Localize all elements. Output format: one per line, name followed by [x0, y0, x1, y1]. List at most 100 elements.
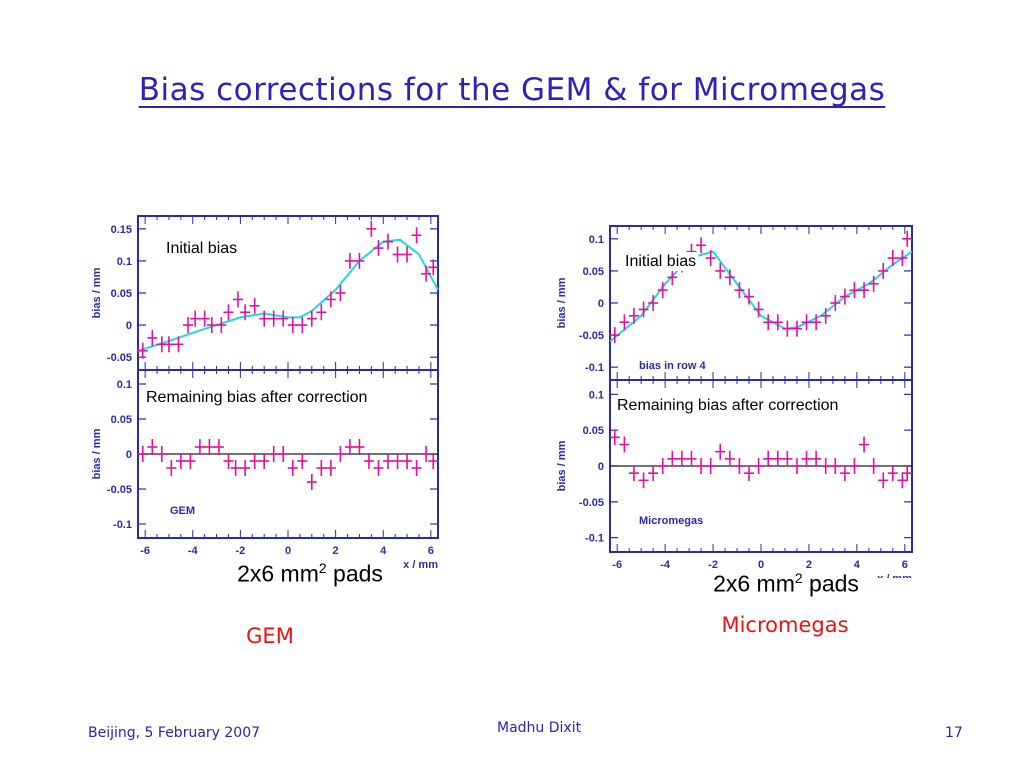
y-tick-label: -0.05 [579, 330, 604, 342]
data-point [744, 288, 755, 305]
data-point [715, 443, 726, 460]
data-point [897, 250, 908, 267]
data-point [868, 275, 879, 292]
fit-curve [137, 238, 439, 352]
y-tick-label: -0.05 [107, 484, 132, 496]
data-point [897, 472, 908, 489]
data-point [223, 453, 234, 469]
y-tick-label: 0 [598, 461, 604, 473]
y-axis-label: bias / mm [91, 428, 103, 479]
gem-top-plot: -0.05 0 0.05 0.1 0.15 bias / mm Initial bias [91, 215, 439, 371]
data-point [363, 453, 374, 469]
x-tick-label: 0 [285, 545, 291, 557]
data-point [249, 453, 260, 469]
data-point [306, 310, 317, 327]
footer-left: Beijing, 5 February 2007 [88, 725, 261, 741]
data-point [657, 458, 668, 474]
data-point [411, 460, 422, 476]
data-point [223, 304, 234, 321]
y-tick-label: -0.1 [585, 362, 604, 374]
data-point [147, 439, 158, 455]
data-point [619, 314, 630, 331]
data-point [820, 458, 831, 474]
y-axis-label: bias / mm [556, 440, 568, 491]
data-point [392, 246, 403, 263]
data-point [724, 450, 735, 467]
data-point [316, 460, 327, 476]
slide-title: Bias corrections for the GEM & for Micro… [138, 72, 886, 108]
y-tick-label: -0.05 [579, 497, 604, 509]
data-point [609, 429, 620, 446]
x-axis-label: x / mm [877, 573, 912, 578]
data-point [175, 453, 186, 469]
gem-bottom-plot: -0.1 -0.05 0 0.05 0.1 -6 -4 -2 0 2 4 6 x / mm bias / … [91, 369, 439, 568]
data-point [240, 304, 251, 321]
panel-title-bg [164, 239, 240, 258]
data-point [648, 465, 659, 482]
data-point [249, 297, 260, 314]
y-tick-label: 0.05 [111, 288, 132, 300]
data-point [190, 310, 201, 327]
y-tick-label: 0.05 [111, 414, 132, 426]
panel-title-bg [623, 252, 699, 271]
data-point [801, 314, 812, 331]
x-tick-label: 2 [333, 545, 339, 557]
data-point [297, 317, 308, 334]
data-point [373, 240, 384, 257]
data-point [316, 304, 327, 321]
data-point [763, 450, 774, 467]
data-point [811, 314, 822, 331]
data-point [657, 282, 668, 299]
y-axis-label: bias / mm [556, 277, 568, 328]
data-point [206, 317, 217, 334]
x-tick-label: -6 [140, 545, 150, 557]
y-tick-label: 0.05 [583, 266, 604, 278]
data-point [705, 250, 716, 267]
x-axis-label: x / mm [403, 559, 438, 568]
x-tick-label: -2 [235, 545, 245, 557]
data-point [402, 246, 413, 263]
data-point [230, 460, 241, 476]
data-point [715, 262, 726, 279]
micromegas-bottom-plot: -0.1 -0.05 0 0.05 0.1 -6 -4 -2 0 2 4 6 x / mm bias / … [556, 379, 913, 578]
data-point [137, 446, 148, 462]
panel-title: Remaining bias after correction [617, 397, 838, 414]
micromegas-figure: -0.1 -0.05 0 0.05 0.1 bias / mm Initial bias bi… [556, 225, 913, 578]
x-tick-label: 0 [758, 559, 764, 571]
plot-annotation: bias in row 4 [639, 360, 707, 372]
y-tick-label: 0 [126, 320, 132, 332]
data-point [325, 460, 336, 476]
y-tick-label: 0 [126, 449, 132, 461]
data-point [233, 291, 243, 308]
data-point [335, 285, 346, 301]
data-point [278, 446, 289, 462]
data-point [753, 301, 764, 318]
x-tick-label: -4 [188, 545, 199, 557]
data-point [344, 252, 355, 269]
y-axis-label: bias / mm [91, 267, 103, 318]
data-point [166, 460, 177, 476]
y-tick-label: 0 [598, 298, 604, 310]
data-point [902, 230, 913, 247]
footer-center: Madhu Dixit [497, 720, 582, 736]
micromegas-top-plot: -0.1 -0.05 0 0.05 0.1 bias / mm Initial bias bi… [556, 225, 913, 381]
data-point [696, 237, 707, 254]
data-point [839, 288, 850, 305]
y-tick-label: 0.1 [117, 256, 132, 268]
data-point [373, 460, 384, 476]
data-point [820, 307, 831, 324]
micromegas-label: Micromegas [721, 613, 849, 637]
data-point [216, 317, 227, 334]
y-tick-label: 0.1 [117, 379, 132, 391]
panel-title: Remaining bias after correction [146, 389, 367, 406]
y-tick-label: 0.15 [111, 224, 132, 236]
data-point [383, 233, 393, 250]
data-point [868, 458, 879, 474]
data-point [705, 458, 716, 474]
data-point [839, 465, 850, 482]
data-point [259, 453, 270, 469]
data-point [696, 458, 707, 474]
data-point [830, 458, 841, 474]
x-tick-label: 6 [428, 545, 434, 557]
data-point [801, 450, 812, 467]
